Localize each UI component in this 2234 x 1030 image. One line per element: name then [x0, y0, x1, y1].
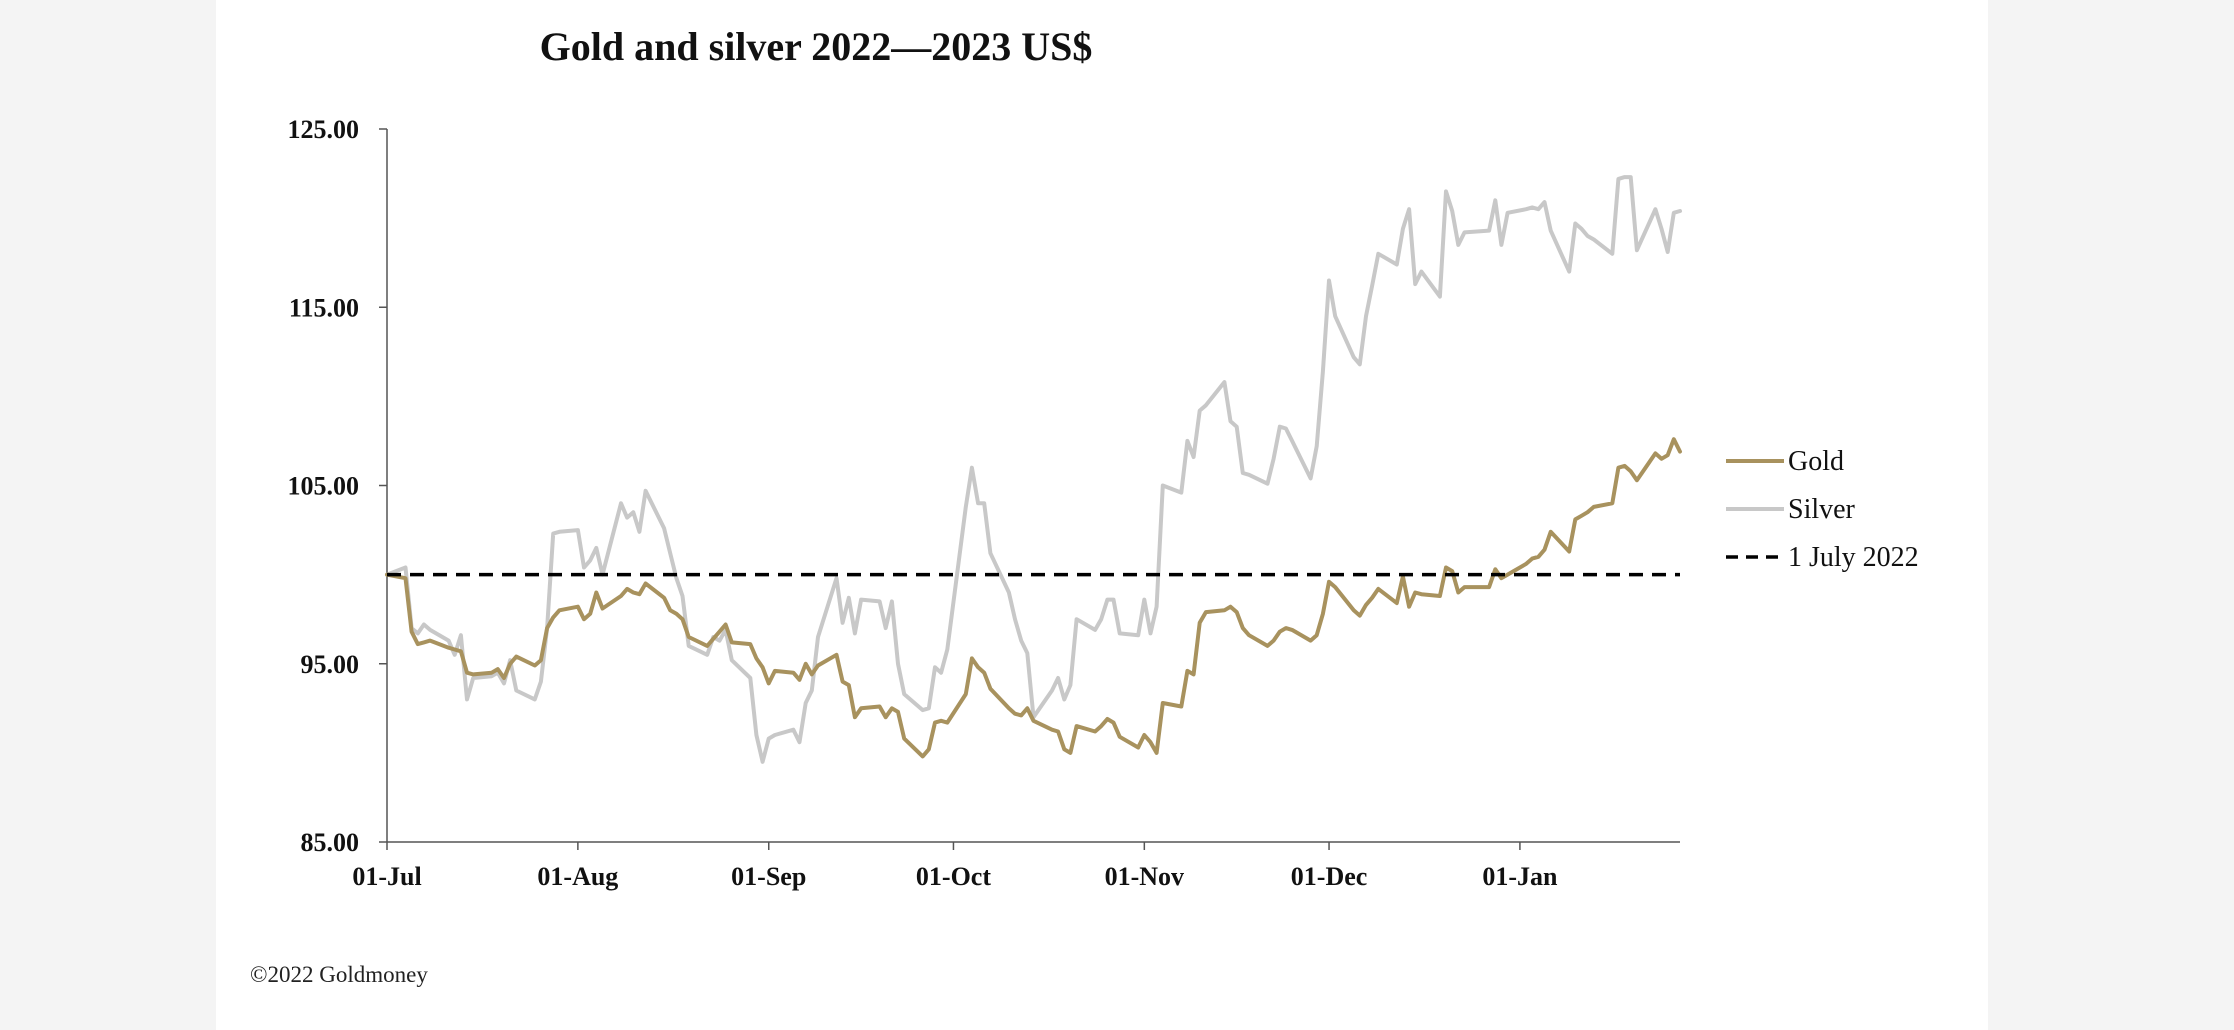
y-tick-label: 115.00	[289, 293, 359, 322]
legend-label-1-july-2022: 1 July 2022	[1788, 542, 1919, 573]
legend-label-silver: Silver	[1788, 494, 1856, 525]
x-tick-label: 01-Jan	[1482, 862, 1558, 891]
y-tick-label: 105.00	[288, 472, 360, 501]
x-tick-label: 01-Nov	[1105, 862, 1184, 891]
x-tick-label: 01-Dec	[1291, 862, 1368, 891]
x-tick-label: 01-Jul	[352, 862, 421, 891]
series-layer	[385, 175, 1682, 764]
line-chart: Gold and silver 2022—2023 US$ 85.00 95.00…	[288, 24, 1919, 891]
series-line-silver	[385, 175, 1682, 764]
axes: 85.00 95.00 105.00 115.00 125.00 01-Jul 01-Aug…	[288, 115, 1680, 891]
series-line-gold	[385, 437, 1682, 759]
chart-panel: Gold and silver 2022—2023 US$ 85.00 95.00…	[216, 0, 1988, 1030]
y-tick-label: 95.00	[301, 650, 360, 679]
legend: Gold Silver 1 July 2022	[1726, 446, 1919, 573]
x-tick-label: 01-Aug	[537, 862, 618, 891]
x-tick-label: 01-Sep	[731, 862, 806, 891]
chart-title: Gold and silver 2022—2023 US$	[540, 24, 1093, 69]
legend-label-gold: Gold	[1788, 446, 1844, 477]
y-tick-label: 85.00	[301, 828, 360, 857]
y-tick-label: 125.00	[288, 115, 360, 144]
copyright-footer: ©2022 Goldmoney	[250, 962, 428, 987]
x-tick-label: 01-Oct	[916, 862, 991, 891]
